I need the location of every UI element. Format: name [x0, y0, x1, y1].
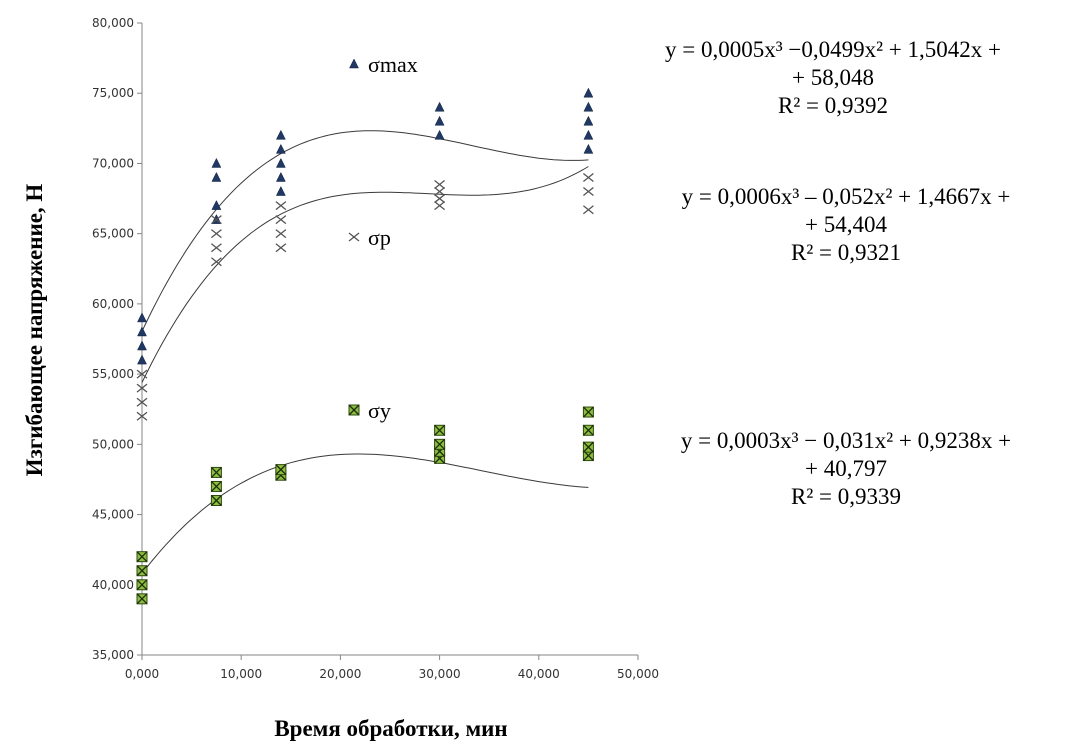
square-x-marker [348, 404, 360, 416]
triangle-marker [211, 157, 222, 168]
x-tick-label: 40,000 [518, 667, 560, 681]
square-x-marker [210, 466, 222, 478]
x-marker [210, 257, 222, 267]
square-x-marker [434, 424, 446, 436]
x-marker [582, 187, 594, 197]
y-tick-label: 70,000 [92, 156, 134, 170]
equation-line: + 54,404 [805, 212, 887, 237]
square-x-marker [136, 565, 148, 577]
data-markers [136, 87, 594, 605]
square-x-marker [136, 593, 148, 605]
square-x-marker [210, 480, 222, 492]
equation-sigma-max: y = 0,0005x³ −0,0499x² + 1,5042x + + 58,… [613, 36, 1053, 120]
x-marker [136, 369, 148, 379]
y-tick-label: 65,000 [92, 227, 134, 241]
trendline-x [141, 166, 589, 383]
x-marker [136, 411, 148, 421]
equation-line: y = 0,0003x³ − 0,031x² + 0,9238x + [680, 428, 1012, 453]
series-label: σy [368, 398, 391, 423]
triangle-marker [211, 171, 222, 182]
triangle-marker [275, 129, 286, 140]
y-tick-label: 80,000 [92, 16, 134, 30]
triangle-marker [275, 157, 286, 168]
triangle-marker [137, 326, 147, 337]
triangle-marker [275, 143, 286, 154]
x-marker [210, 243, 222, 253]
y-tick-label: 35,000 [92, 648, 134, 662]
square-x-marker [582, 406, 594, 418]
triangle-marker [434, 115, 445, 126]
equation-sigma-y: y = 0,0003x³ − 0,031x² + 0,9238x + + 40,… [626, 427, 1066, 511]
square-x-marker [582, 441, 594, 453]
axes: 35,000 40,000 45,000 50,000 55,000 60,000 65,0… [92, 16, 659, 681]
triangle-marker [434, 129, 445, 140]
x-marker [136, 383, 148, 393]
x-tick-label: 30,000 [419, 667, 461, 681]
triangle-marker [275, 171, 286, 182]
x-tick-label: 10,000 [220, 667, 262, 681]
equation-line: y = 0,0006x³ – 0,052x² + 1,4667x + [681, 184, 1011, 209]
y-tick-label: 60,000 [92, 297, 134, 311]
y-tick-label: 75,000 [92, 86, 134, 100]
triangle-marker [583, 143, 594, 154]
y-axis-title: Изгибающее напряжение, Н [22, 184, 47, 477]
equation-line: + 58,048 [792, 65, 874, 90]
series-label: σp [368, 225, 391, 250]
triangle-marker [583, 87, 594, 98]
x-marker [582, 172, 594, 182]
triangle-marker [583, 129, 594, 140]
x-marker [210, 229, 222, 239]
x-marker [434, 180, 446, 190]
x-tick-label: 20,000 [319, 667, 361, 681]
x-marker [275, 215, 287, 225]
equation-line: y = 0,0005x³ −0,0499x² + 1,5042x + [665, 37, 1001, 62]
x-marker [434, 194, 446, 204]
square-x-marker [210, 495, 222, 507]
equation-sigma-p: y = 0,0006x³ – 0,052x² + 1,4667x + + 54,… [626, 183, 1066, 267]
x-marker [275, 243, 287, 253]
square-x-marker [582, 424, 594, 436]
y-tick-label: 50,000 [92, 437, 134, 451]
square-x-marker [275, 464, 287, 476]
x-tick-label: 50,000 [617, 667, 659, 681]
y-tick-label: 45,000 [92, 508, 134, 522]
x-tick-label: 0,000 [125, 667, 159, 681]
y-tick-label: 55,000 [92, 367, 134, 381]
x-marker [434, 201, 446, 211]
r-squared: R² = 0,9339 [791, 484, 901, 509]
x-axis-title: Время обработки, мин [274, 716, 507, 741]
triangle-marker [349, 58, 359, 69]
triangle-marker [211, 200, 222, 210]
square-x-marker [136, 551, 148, 563]
x-marker [348, 232, 360, 242]
square-x-marker [136, 579, 148, 591]
equation-line: + 40,797 [805, 456, 887, 481]
series-label: σmax [368, 52, 418, 77]
trendline-triangle [141, 130, 589, 332]
triangle-marker [137, 312, 147, 323]
square-x-marker [434, 438, 446, 450]
trendlines [141, 130, 589, 574]
x-marker [434, 187, 446, 197]
triangle-marker [137, 354, 147, 365]
triangle-marker [583, 101, 594, 112]
x-marker [275, 229, 287, 239]
x-marker [582, 205, 594, 215]
x-marker [136, 397, 148, 407]
r-squared: R² = 0,9321 [791, 240, 901, 265]
trendline-square-x [141, 453, 589, 574]
series-labels: σmax σp σy [348, 52, 418, 423]
x-marker [275, 201, 287, 211]
triangle-marker [583, 115, 594, 126]
y-tick-label: 40,000 [92, 578, 134, 592]
triangle-marker [275, 185, 286, 196]
triangle-marker [137, 340, 147, 351]
r-squared: R² = 0,9392 [778, 93, 888, 118]
x-marker [210, 215, 222, 225]
triangle-marker [434, 101, 445, 112]
